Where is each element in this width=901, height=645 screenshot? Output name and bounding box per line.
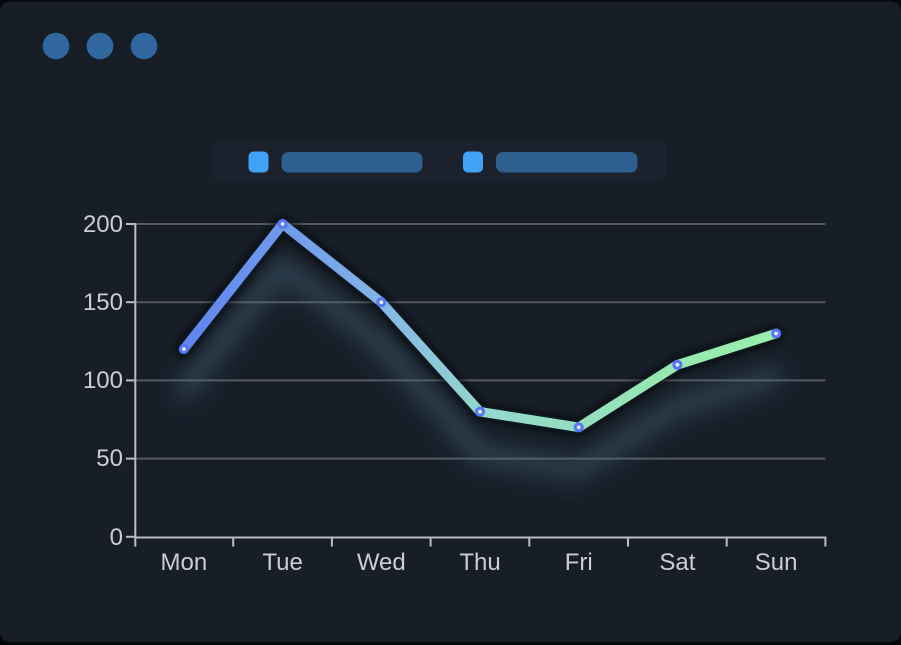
svg-text:100: 100	[83, 367, 123, 394]
svg-text:Wed: Wed	[357, 549, 406, 576]
svg-text:Tue: Tue	[262, 549, 302, 576]
svg-text:50: 50	[96, 445, 123, 472]
svg-text:Thu: Thu	[459, 549, 500, 576]
svg-text:200: 200	[83, 211, 123, 238]
svg-text:Fri: Fri	[565, 549, 593, 576]
svg-text:0: 0	[110, 524, 123, 551]
svg-text:Sat: Sat	[659, 549, 695, 576]
svg-text:Sun: Sun	[755, 549, 798, 576]
svg-text:150: 150	[83, 289, 123, 316]
svg-text:Mon: Mon	[161, 549, 208, 576]
